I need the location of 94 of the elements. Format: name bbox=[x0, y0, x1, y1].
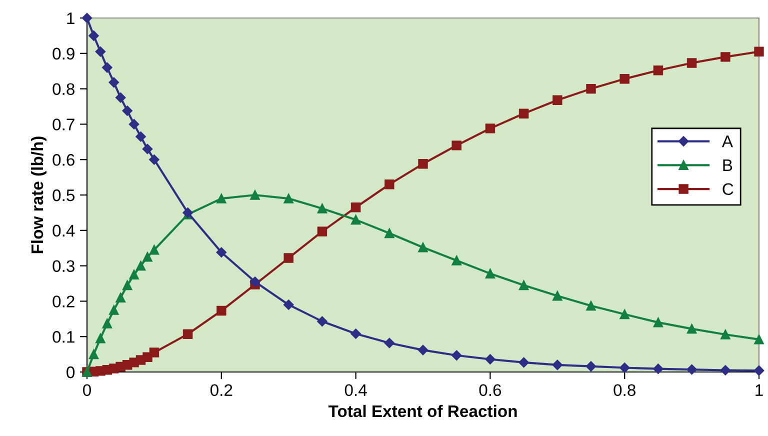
x-tick-label: 0 bbox=[83, 384, 91, 396]
point bbox=[350, 202, 361, 212]
y-tick-label: 1 bbox=[67, 12, 74, 24]
y-tick-label: 0.7 bbox=[52, 118, 74, 130]
point bbox=[317, 316, 328, 326]
point bbox=[720, 330, 730, 340]
point bbox=[149, 348, 160, 358]
x-axis-title: Total Extent of Reaction bbox=[328, 404, 517, 418]
point bbox=[350, 328, 361, 339]
point bbox=[384, 180, 394, 190]
point bbox=[653, 66, 664, 76]
point bbox=[552, 291, 562, 301]
y-tick-label: 0.4 bbox=[52, 224, 75, 237]
y-axis-title: Flow rate (lb/h) bbox=[30, 136, 46, 254]
point bbox=[182, 329, 193, 339]
point bbox=[317, 226, 328, 236]
y-tick-label: 0.6 bbox=[52, 154, 74, 166]
point bbox=[116, 292, 126, 303]
point bbox=[686, 364, 697, 375]
point bbox=[128, 119, 140, 130]
x-tick-label: 0.8 bbox=[614, 384, 636, 396]
point bbox=[142, 252, 152, 262]
point bbox=[586, 300, 596, 311]
y-tick-label: 0.8 bbox=[52, 83, 74, 96]
point bbox=[754, 365, 764, 376]
point bbox=[136, 131, 146, 142]
y-tick-label: 0.3 bbox=[52, 260, 74, 272]
y-tick-label: 0.1 bbox=[52, 331, 74, 343]
point bbox=[122, 280, 132, 290]
point bbox=[108, 77, 119, 88]
point bbox=[284, 194, 294, 204]
point bbox=[149, 154, 160, 165]
x-tick-label: 0.4 bbox=[344, 384, 367, 396]
point bbox=[620, 74, 630, 84]
point bbox=[115, 92, 126, 103]
point bbox=[216, 247, 227, 258]
point bbox=[485, 354, 496, 364]
point bbox=[250, 190, 260, 200]
point bbox=[283, 300, 294, 310]
x-tick-label: 0.2 bbox=[210, 384, 232, 396]
point bbox=[720, 365, 731, 376]
point bbox=[586, 361, 596, 372]
point bbox=[418, 344, 428, 356]
point bbox=[102, 62, 112, 73]
point bbox=[485, 124, 496, 134]
point bbox=[552, 95, 562, 105]
point bbox=[686, 58, 697, 68]
point bbox=[418, 158, 428, 169]
x-tick-label: 1 bbox=[756, 384, 763, 396]
y-tick-label: 0.5 bbox=[52, 189, 74, 202]
point bbox=[485, 268, 496, 278]
point bbox=[653, 364, 664, 374]
point bbox=[216, 194, 226, 204]
point bbox=[620, 309, 630, 320]
point bbox=[619, 362, 630, 373]
point bbox=[754, 334, 764, 344]
y-tick-label: 0.9 bbox=[52, 48, 74, 60]
point bbox=[518, 357, 529, 368]
point bbox=[686, 324, 697, 334]
point bbox=[653, 318, 664, 328]
point bbox=[122, 106, 132, 116]
legend-label: C bbox=[722, 183, 734, 196]
point bbox=[136, 260, 146, 271]
point bbox=[149, 245, 160, 255]
point bbox=[95, 46, 106, 57]
point bbox=[418, 242, 428, 252]
point bbox=[317, 204, 328, 214]
point bbox=[384, 338, 395, 348]
point bbox=[384, 228, 394, 238]
point bbox=[88, 349, 99, 360]
y-tick-label: 0 bbox=[66, 366, 75, 378]
point bbox=[129, 270, 139, 280]
point bbox=[350, 214, 361, 225]
point bbox=[102, 318, 112, 328]
point bbox=[88, 30, 99, 41]
point bbox=[518, 108, 529, 118]
point bbox=[720, 52, 730, 62]
point bbox=[96, 334, 106, 344]
y-tick-label: 0.2 bbox=[52, 296, 74, 308]
point bbox=[586, 84, 596, 94]
legend-label: B bbox=[723, 160, 732, 171]
point bbox=[518, 280, 529, 290]
point bbox=[216, 306, 226, 316]
point bbox=[452, 256, 462, 266]
point bbox=[250, 276, 260, 287]
point bbox=[552, 360, 563, 370]
x-tick-label: 0.6 bbox=[479, 384, 502, 396]
point bbox=[754, 46, 764, 56]
point bbox=[451, 350, 462, 360]
legend-label: A bbox=[722, 136, 733, 148]
point bbox=[109, 305, 119, 315]
point bbox=[284, 253, 294, 263]
point bbox=[142, 144, 153, 154]
point bbox=[452, 140, 462, 150]
